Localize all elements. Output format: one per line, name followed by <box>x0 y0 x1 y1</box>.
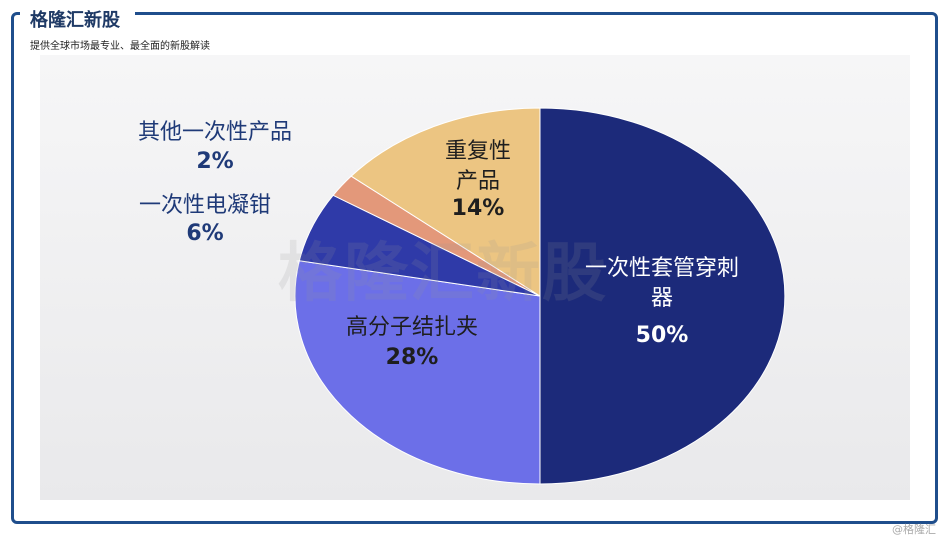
watermark: 格隆汇新股 <box>278 236 608 311</box>
pie-slice-5 <box>350 107 541 297</box>
brand-background <box>20 3 135 33</box>
brand-tagline: 提供全球市场最专业、最全面的新股解读 <box>30 41 210 52</box>
pie-slice-1 <box>539 107 786 485</box>
slice-value-1: 50% <box>636 323 689 348</box>
slice-value-4: 2% <box>196 149 233 174</box>
slice-label-1: 一次性套管穿刺器 <box>585 256 739 311</box>
pie-slice-2 <box>294 260 541 485</box>
slice-label-4: 其他一次性产品 <box>138 120 292 145</box>
source-credit: @格隆汇 <box>892 523 936 536</box>
slice-label-3: 一次性电凝钳 <box>139 193 271 218</box>
slice-value-2: 28% <box>386 345 439 370</box>
slice-value-3: 6% <box>186 221 223 246</box>
content-frame <box>11 12 938 524</box>
brand-title: 格隆汇新股 <box>30 10 120 31</box>
slice-value-5: 14% <box>452 196 505 221</box>
slice-label-2: 高分子结扎夹 <box>346 315 478 340</box>
slice-label-5: 重复性产品 <box>445 139 511 194</box>
